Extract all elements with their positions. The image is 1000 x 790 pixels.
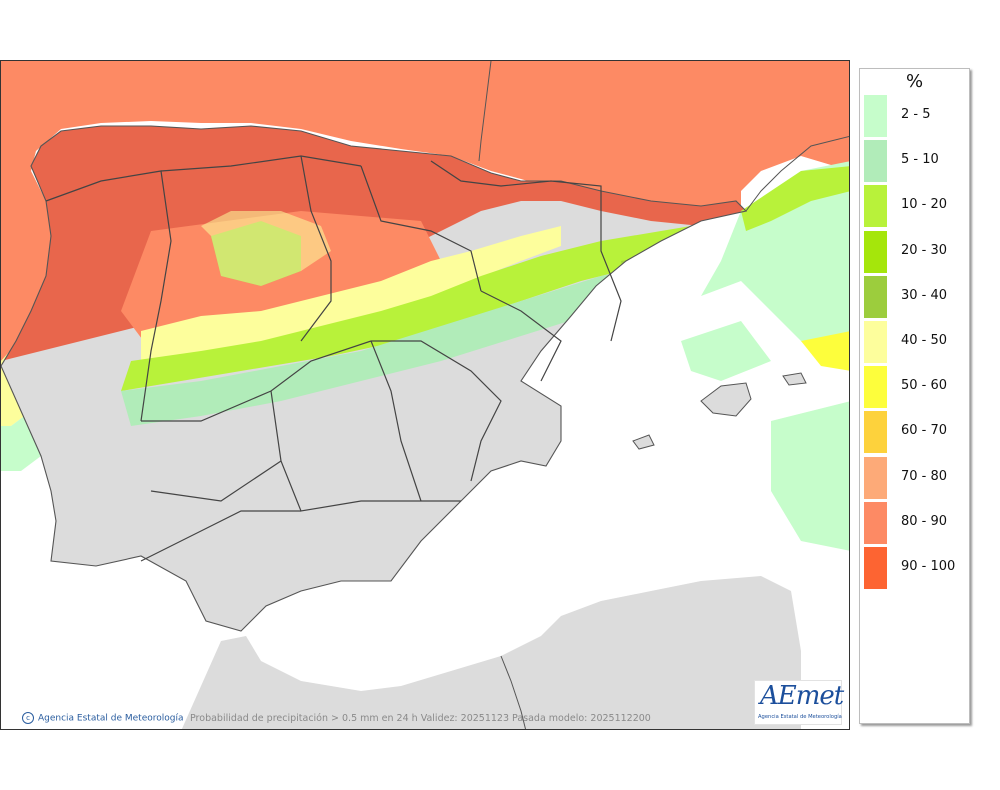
logo-mark: AEmet — [760, 681, 844, 711]
prob-zone-gulf-lion-green — [741, 166, 849, 231]
mallorca — [700, 382, 752, 417]
prob-zone-duero-yellow — [201, 211, 331, 286]
legend-item: 10 - 20 — [864, 185, 968, 228]
legend-swatch — [864, 230, 887, 273]
legend-item: 2 - 5 — [864, 95, 968, 137]
north-africa-land — [181, 576, 801, 729]
legend-item: 5 - 10 — [864, 140, 968, 183]
copyright-icon: c — [22, 712, 34, 724]
legend-label: 90 - 100 — [901, 559, 956, 574]
france-west-coast — [478, 61, 492, 162]
prob-zone-central-yellow — [141, 226, 561, 361]
legend-label: 30 - 40 — [901, 287, 948, 303]
iberia-coastline — [1, 125, 748, 632]
legend-item: 30 - 40 — [864, 275, 968, 318]
legend-swatch — [864, 275, 887, 318]
legend-label: 50 - 60 — [901, 378, 948, 394]
map-canvas — [1, 61, 849, 729]
map-caption: Probabilidad de precipitación > 0.5 mm e… — [190, 713, 651, 724]
aemet-logo: AEmet Agencia Estatal de Meteorología — [754, 680, 844, 725]
menorca — [782, 372, 807, 386]
prob-zone-balearic-east — [771, 401, 849, 551]
regional-borders — [45, 155, 622, 562]
legend-item: 80 - 90 — [864, 501, 968, 544]
legend-item: 50 - 60 — [864, 366, 968, 409]
legend-label: 40 - 50 — [901, 333, 948, 348]
france-coast — [745, 135, 849, 212]
legend-swatch — [864, 95, 887, 137]
legend-label: 60 - 70 — [901, 423, 948, 439]
prob-zone-north-sea — [1, 61, 849, 216]
legend-label: 5 - 10 — [901, 152, 939, 168]
legend-swatch — [864, 185, 887, 228]
prob-zone-atlantic — [1, 171, 51, 361]
legend-label: 20 - 30 — [901, 242, 948, 258]
legend-item: 20 - 30 — [864, 230, 968, 273]
legend-item: 90 - 100 — [864, 547, 968, 589]
legend-item: 40 - 50 — [864, 321, 968, 363]
legend-swatch — [864, 366, 887, 409]
agency-credit: c Agencia Estatal de Meteorología — [22, 712, 184, 724]
legend-label: 10 - 20 — [901, 197, 948, 213]
legend-label: 70 - 80 — [901, 468, 948, 484]
legend-swatch — [864, 501, 887, 544]
legend-swatch — [864, 321, 887, 363]
legend-panel: % 2 - 5 5 - 10 10 - 20 20 - 30 30 - 40 40 - 5… — [859, 68, 970, 724]
precipitation-probability-map — [0, 60, 850, 730]
prob-zone-central-green — [121, 221, 746, 391]
ibiza — [632, 434, 655, 450]
legend-label: 80 - 90 — [901, 513, 948, 529]
prob-zone-balearic-yellow — [801, 331, 849, 371]
legend-item: 70 - 80 — [864, 456, 968, 499]
legend-swatch — [864, 547, 887, 589]
agency-credit-text: Agencia Estatal de Meteorología — [38, 713, 184, 724]
legend-label: 2 - 5 — [901, 107, 931, 122]
legend-unit: % — [905, 71, 924, 92]
legend-swatch — [864, 456, 887, 499]
legend-swatch — [864, 411, 887, 454]
prob-zone-mallorca-green — [681, 321, 771, 381]
morocco-border — [500, 655, 527, 729]
prob-zone-gulf-lion — [701, 161, 849, 361]
logo-subtitle: Agencia Estatal de Meteorología — [758, 714, 842, 720]
legend-swatch — [864, 140, 887, 183]
legend-item: 60 - 70 — [864, 411, 968, 454]
